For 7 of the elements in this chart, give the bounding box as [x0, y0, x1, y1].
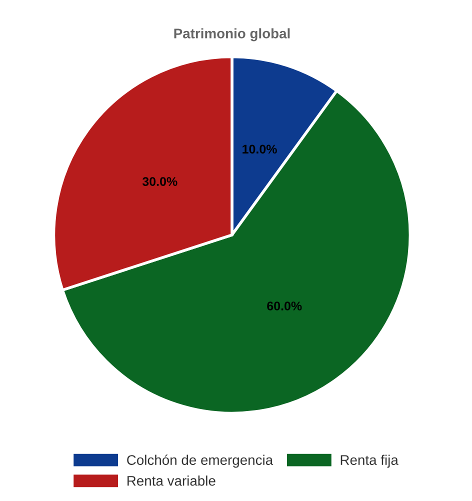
chart-title: Patrimonio global [174, 28, 290, 42]
legend-label: Renta fija [340, 454, 398, 468]
legend-label: Renta variable [128, 476, 216, 486]
data-label: 10.0% [242, 144, 277, 154]
data-label: 60.0% [267, 302, 302, 310]
legend-label: Colchón de emergencia [127, 454, 274, 468]
data-label: 30.0% [142, 177, 178, 186]
